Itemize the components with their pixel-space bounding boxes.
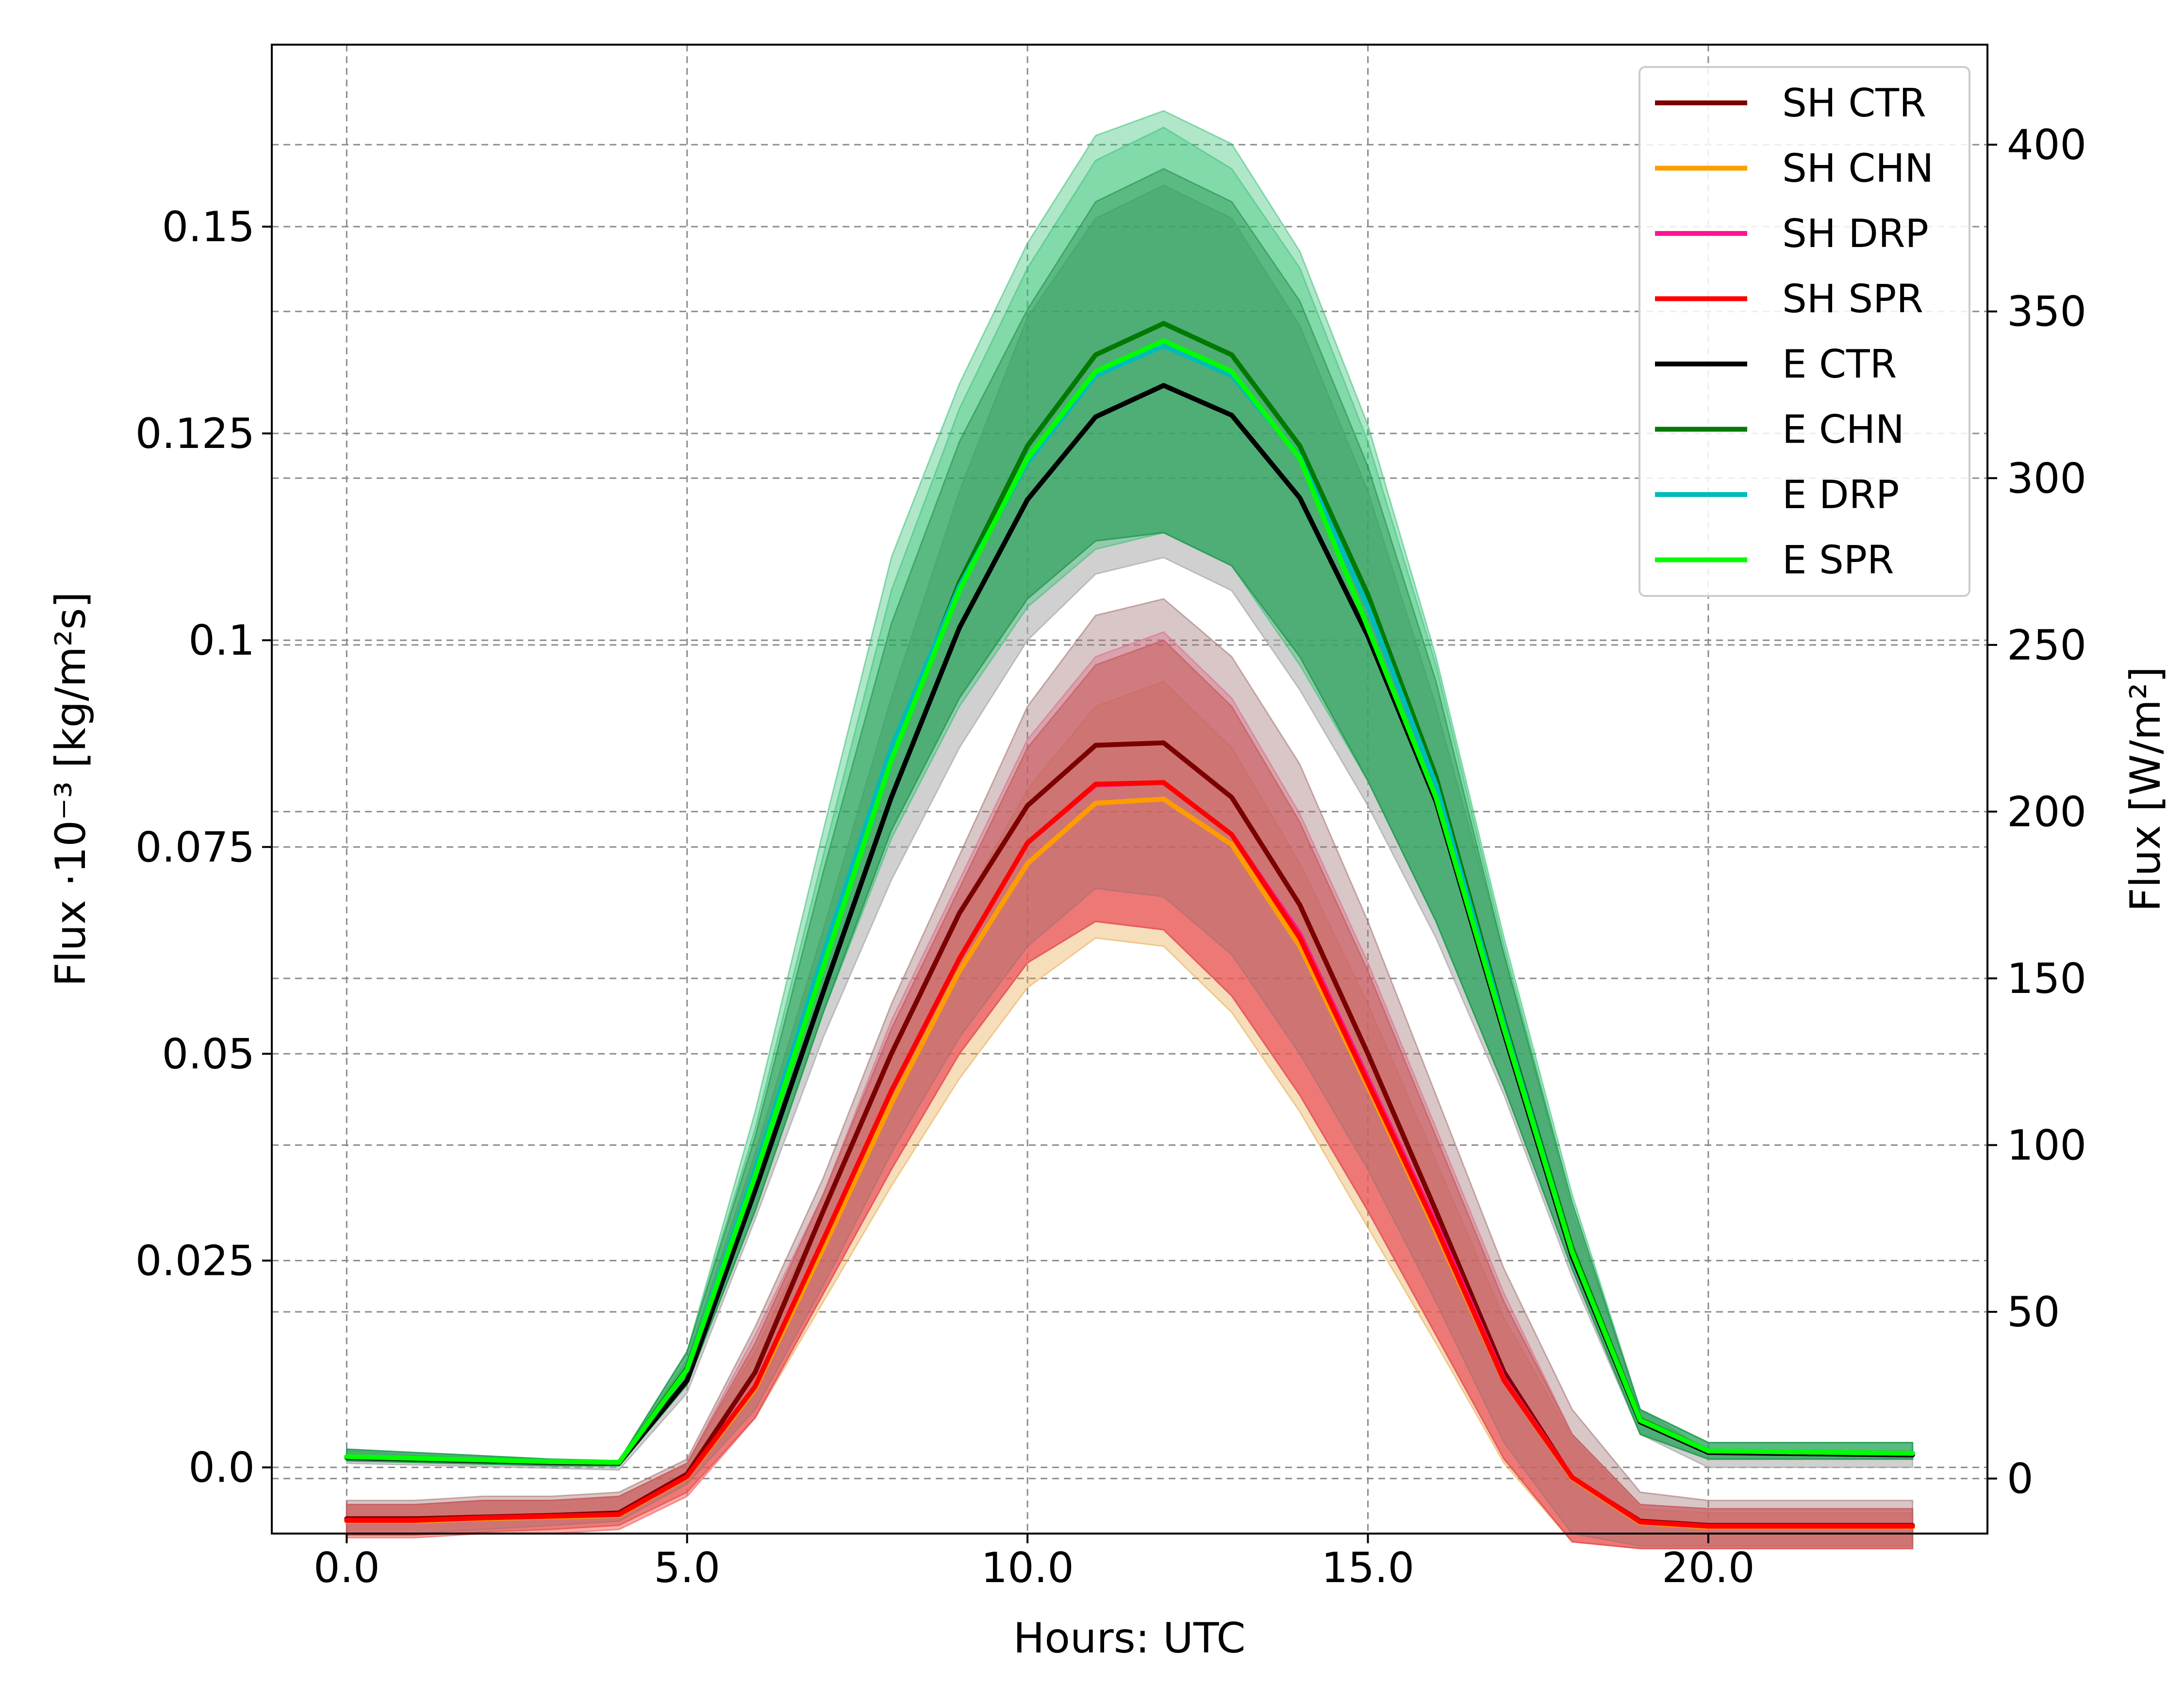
x-tick-label: 5.0 <box>654 1544 720 1592</box>
tick-layer: 0.0 5.0 10.0 15.0 20.0 0.0 0.025 0.05 0.075 0.1 0.… <box>135 121 2086 1592</box>
y-axis-left-title: Flux ·10⁻³ [kg/m²s] <box>47 592 95 987</box>
uncertainty-band <box>346 639 1914 1550</box>
y-left-tick-label: 0.15 <box>162 203 255 251</box>
legend-label: SH CHN <box>1782 146 1934 191</box>
y-right-tick-label: 400 <box>2007 121 2086 169</box>
legend-label: SH SPR <box>1782 277 1923 322</box>
y-right-tick-label: 200 <box>2007 788 2086 836</box>
y-left-tick-label: 0.125 <box>135 410 255 458</box>
y-right-tick-label: 300 <box>2007 454 2086 503</box>
y-left-tick-label: 0.1 <box>188 616 255 665</box>
legend-label: SH CTR <box>1782 81 1926 126</box>
grid-layer <box>272 45 1987 1534</box>
y-right-tick-label: 150 <box>2007 955 2086 1003</box>
series-line <box>344 780 1915 1529</box>
legend-label: E CTR <box>1782 342 1897 387</box>
uncertainty-band <box>346 168 1914 1467</box>
y-right-tick-label: 50 <box>2007 1288 2060 1337</box>
legend-label: SH DRP <box>1782 211 1929 256</box>
plot-frame <box>271 44 1988 1535</box>
x-tick-label: 20.0 <box>1662 1544 1754 1592</box>
y-axis-right-title: Flux [W/m²] <box>2121 666 2170 911</box>
legend-label: E SPR <box>1782 538 1894 583</box>
x-axis-title: Hours: UTC <box>1013 1614 1246 1663</box>
y-right-tick-label: 250 <box>2007 621 2086 670</box>
y-right-tick-label: 0 <box>2007 1455 2034 1503</box>
x-tick-label: 0.0 <box>314 1544 380 1592</box>
legend-label: E CHN <box>1782 407 1904 452</box>
x-tick-label: 15.0 <box>1322 1544 1414 1592</box>
y-left-tick-label: 0.025 <box>135 1237 255 1286</box>
legend-box <box>1638 66 1970 597</box>
y-left-tick-label: 0.075 <box>135 823 255 872</box>
series-line <box>344 338 1915 1465</box>
legend-label: E DRP <box>1782 472 1899 517</box>
uncertainty-band <box>346 598 1914 1547</box>
y-left-tick-label: 0.05 <box>162 1030 255 1078</box>
y-right-tick-label: 350 <box>2007 288 2086 336</box>
x-tick-label: 10.0 <box>981 1544 1074 1592</box>
line-layer <box>344 321 1915 1530</box>
legend: SH CTR SH CHN SH DRP SH SPR E CTR E CHN E DRP E… <box>1638 66 1970 597</box>
legend-items: SH CTR SH CHN SH DRP SH SPR E CTR E CHN E DRP E… <box>1655 81 1934 583</box>
y-right-tick-label: 100 <box>2007 1122 2086 1170</box>
y-left-tick-label: 0.0 <box>188 1444 255 1492</box>
band-layer <box>346 110 1914 1550</box>
uncertainty-band <box>346 184 1914 1471</box>
